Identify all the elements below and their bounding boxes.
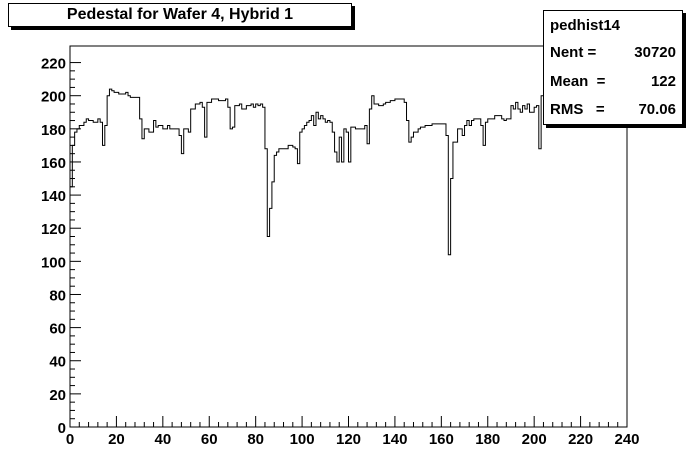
y-tick-label: 20 xyxy=(49,387,66,404)
stats-entries-value: 30720 xyxy=(634,44,676,61)
x-tick-label: 60 xyxy=(201,431,218,448)
y-tick-label: 40 xyxy=(49,354,66,371)
y-tick-label: 180 xyxy=(41,122,66,139)
x-tick-label: 80 xyxy=(247,431,264,448)
y-tick-label: 140 xyxy=(41,188,66,205)
stats-mean-value: 122 xyxy=(650,73,676,90)
plot-frame xyxy=(69,45,628,428)
y-axis-ticks: 0 20 40 60 80 100 120 140 160 180 200 220 xyxy=(41,56,81,437)
y-tick-label: 80 xyxy=(49,287,66,304)
y-tick-label: 160 xyxy=(41,155,66,172)
stats-entries-label: Nent = xyxy=(550,44,597,61)
y-tick-label: 220 xyxy=(41,56,66,73)
stats-mean-label: Mean = xyxy=(550,73,606,90)
x-tick-label: 0 xyxy=(66,431,74,448)
x-tick-label: 200 xyxy=(522,431,547,448)
x-tick-label: 140 xyxy=(382,431,407,448)
stats-rms-value: 70.06 xyxy=(638,101,676,118)
y-tick-label: 60 xyxy=(49,321,66,338)
x-tick-label: 220 xyxy=(568,431,593,448)
y-tick-label: 0 xyxy=(58,420,66,437)
x-axis-ticks: 0 20 40 60 80 100 120 140 160 180 200 220 240 xyxy=(66,416,640,448)
stats-histogram-name: pedhist14 xyxy=(550,17,621,34)
x-tick-label: 20 xyxy=(108,431,125,448)
x-tick-label: 160 xyxy=(429,431,454,448)
x-tick-label: 120 xyxy=(336,431,361,448)
y-tick-label: 100 xyxy=(41,254,66,271)
histogram-line xyxy=(70,81,574,256)
x-tick-label: 40 xyxy=(154,431,171,448)
stats-rms-label: RMS = xyxy=(550,101,605,118)
y-tick-label: 120 xyxy=(41,221,66,238)
x-tick-label: 100 xyxy=(290,431,315,448)
y-tick-label: 200 xyxy=(41,89,66,106)
x-tick-label: 240 xyxy=(614,431,639,448)
x-tick-label: 180 xyxy=(475,431,500,448)
chart-title: Pedestal for Wafer 4, Hybrid 1 xyxy=(8,3,352,27)
stats-box: pedhist14 Nent = 30720 Mean = 122 RMS = … xyxy=(543,10,683,125)
